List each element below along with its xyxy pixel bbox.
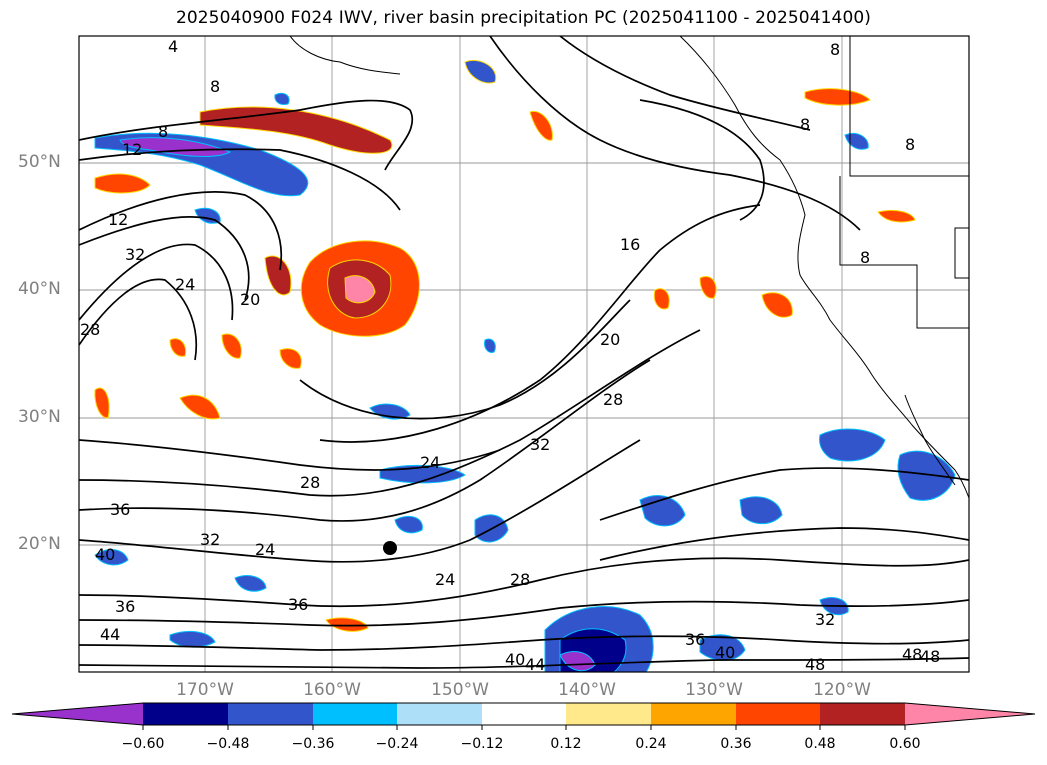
contour-label: 36 (110, 500, 130, 519)
colorbar-tick-label: −0.12 (460, 736, 504, 752)
colorbar-segment (736, 703, 820, 725)
contour-label: 32 (125, 245, 145, 264)
contour-label: 24 (420, 453, 440, 472)
colorbar-segment (313, 703, 397, 725)
contour-label: 36 (115, 597, 135, 616)
contour-label: 28 (300, 473, 320, 492)
lon-label: 130°W (685, 680, 743, 700)
colorbar-tick-label: −0.36 (291, 736, 335, 752)
lon-label: 120°W (813, 680, 871, 700)
contour-label: 8 (158, 122, 168, 141)
colorbar-segment (905, 703, 1035, 725)
lon-label: 150°W (431, 680, 489, 700)
contour-label: 8 (830, 40, 840, 59)
contour-label: 36 (685, 630, 705, 649)
lat-label: 30°N (18, 407, 61, 427)
colorbar-segment (820, 703, 905, 725)
contour-label: 20 (240, 290, 260, 309)
lat-label: 50°N (18, 152, 61, 172)
contour-label: 40 (95, 545, 115, 564)
contour-label: 44 (100, 625, 120, 644)
contour-label: 8 (800, 115, 810, 134)
hawaii-island (383, 541, 397, 555)
contour-label: 24 (435, 570, 455, 589)
gridlines (79, 36, 969, 672)
lon-label: 140°W (558, 680, 616, 700)
colorbar-tick-label: 0.48 (804, 736, 836, 752)
contour-label: 28 (80, 320, 100, 339)
colorbar-tick-label: 0.24 (635, 736, 667, 752)
colorbar-segment (397, 703, 482, 725)
lat-label: 40°N (18, 279, 61, 299)
contour-label: 8 (905, 135, 915, 154)
colorbar-tick-label: −0.60 (121, 736, 165, 752)
contour-label: 16 (620, 235, 640, 254)
colorbar-segment (651, 703, 736, 725)
contour-label: 20 (600, 330, 620, 349)
colorbar-segment (228, 703, 313, 725)
colorbar-segment (143, 703, 228, 725)
contour-label: 24 (175, 275, 195, 294)
iwv-contours (79, 36, 969, 669)
contour-label: 48 (805, 655, 825, 674)
contour-label: 32 (815, 610, 835, 629)
contour-label: 8 (210, 77, 220, 96)
colorbar-segment (566, 703, 651, 725)
contour-label: 24 (255, 540, 275, 559)
contour-labels: 4 8 8 8 8 12 12 16 20 20 24 24 24 28 28 … (80, 37, 940, 674)
contour-label: 28 (603, 390, 623, 409)
colorbar-tick-label: 0.60 (889, 736, 921, 752)
colorbar-tick-label: 0.12 (550, 736, 582, 752)
contour-label: 8 (860, 248, 870, 267)
chart-title: 2025040900 F024 IWV, river basin precipi… (175, 8, 872, 28)
lon-label: 160°W (303, 680, 361, 700)
colorbar-tick-label: −0.24 (375, 736, 419, 752)
contour-label: 44 (525, 655, 545, 674)
contour-label: 4 (168, 37, 178, 56)
coastlines (289, 36, 969, 499)
contour-label: 32 (530, 435, 550, 454)
contour-label: 12 (122, 140, 142, 159)
contour-label: 40 (505, 650, 525, 669)
lon-label: 170°W (176, 680, 234, 700)
colorbar-segment (482, 703, 566, 725)
precip-positive-shading (94, 60, 916, 632)
colorbar (11, 702, 1036, 730)
contour-label: 32 (200, 530, 220, 549)
contour-label: 48 (902, 645, 922, 664)
lat-label: 20°N (18, 534, 61, 554)
contour-label: 40 (715, 643, 735, 662)
contour-label: 48 (920, 647, 940, 666)
colorbar-segment (12, 703, 143, 725)
map-frame (78, 35, 970, 673)
colorbar-tick-label: 0.36 (720, 736, 752, 752)
precip-negative-shading (94, 92, 956, 672)
contour-label: 12 (108, 210, 128, 229)
contour-label: 36 (288, 595, 308, 614)
colorbar-tick-label: −0.48 (206, 736, 250, 752)
contour-label: 28 (510, 570, 530, 589)
